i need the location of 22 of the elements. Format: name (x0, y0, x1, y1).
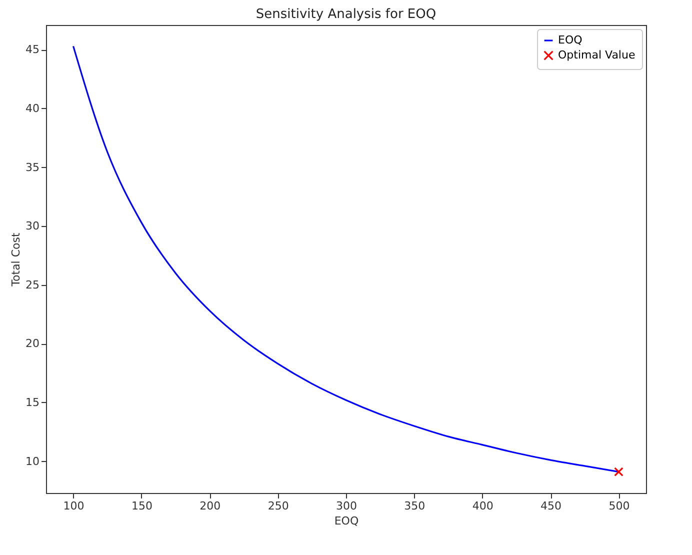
x-tick-label: 500 (608, 500, 630, 512)
y-tick-label: 25 (26, 278, 40, 292)
x-tick-label: 400 (472, 500, 494, 512)
x-axis-title: EOQ (334, 514, 359, 528)
legend-label: Optimal Value (558, 48, 636, 62)
y-tick-label: 20 (26, 337, 40, 350)
y-tick-label: 35 (26, 160, 40, 174)
y-tick-label: 45 (26, 43, 40, 56)
x-tick-label: 350 (404, 500, 426, 512)
x-tick-label: 150 (131, 500, 152, 512)
y-tick-label: 10 (26, 454, 40, 468)
y-tick-label: 15 (26, 396, 40, 409)
x-tick-label: 250 (268, 500, 289, 512)
y-tick-label: 40 (26, 102, 40, 115)
y-tick-label: 30 (26, 220, 40, 233)
legend-label: EOQ (558, 34, 583, 46)
chart-title: Sensitivity Analysis for EOQ (256, 7, 436, 22)
x-tick-label: 300 (336, 500, 357, 512)
y-axis-title: Total Cost (10, 232, 23, 288)
x-tick-label: 450 (540, 500, 562, 512)
x-tick-label: 100 (63, 500, 84, 512)
x-tick-label: 200 (200, 500, 221, 512)
